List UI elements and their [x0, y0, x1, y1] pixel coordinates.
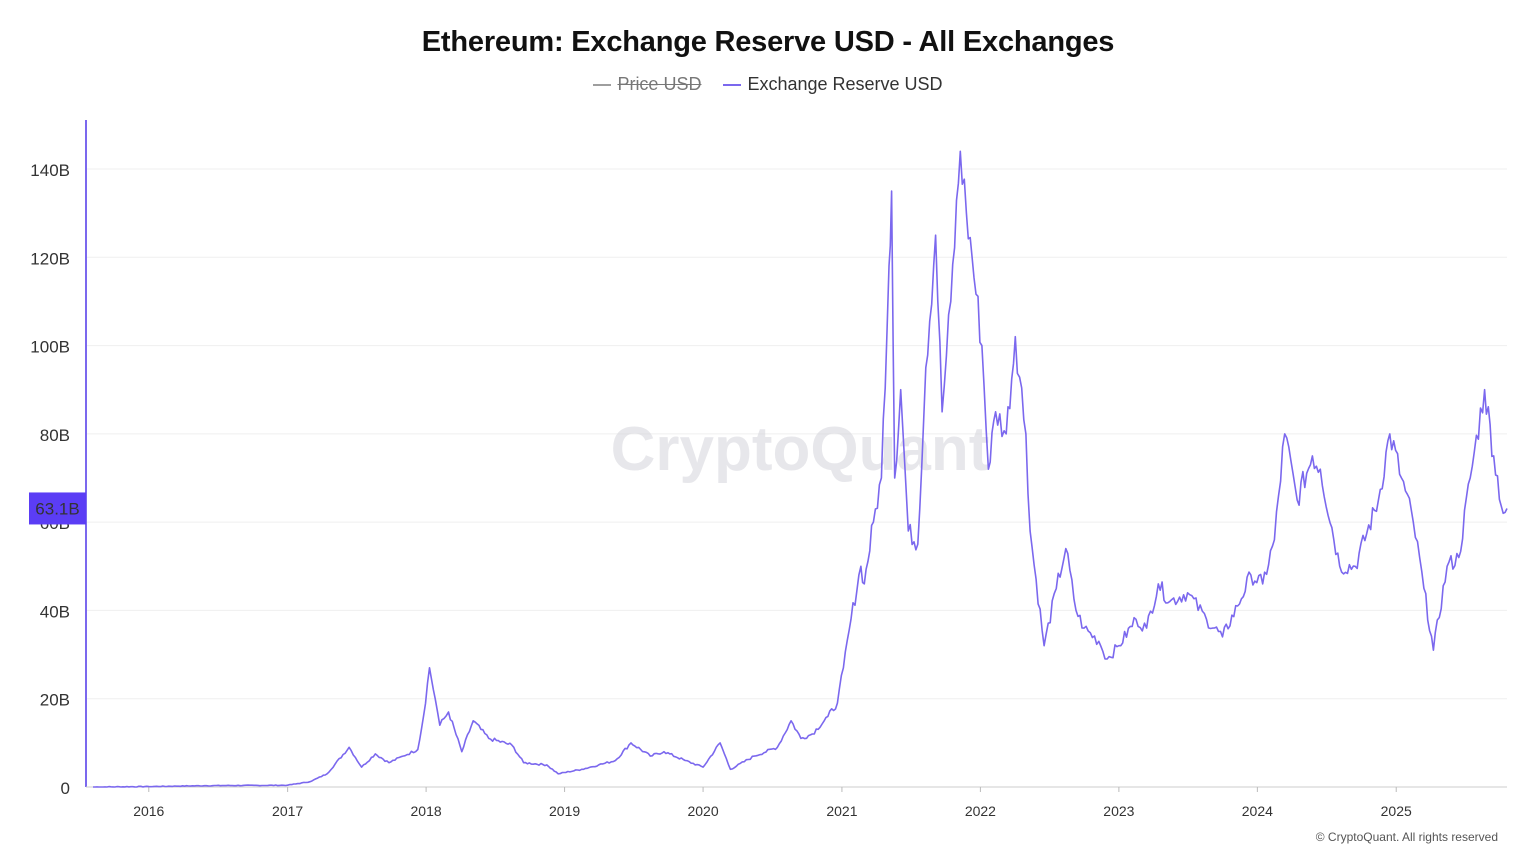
series-layer — [93, 150, 1508, 788]
legend-swatch-reserve — [723, 83, 742, 86]
x-tick-label-2017: 2017 — [272, 803, 303, 819]
current-value-badge — [29, 492, 86, 525]
legend: Price USD Exchange Reserve USD — [0, 74, 1536, 95]
y-tick-label-120: 120B — [30, 249, 70, 268]
watermark: CryptoQuant — [611, 415, 990, 484]
x-tick-label-2018: 2018 — [411, 803, 442, 819]
x-tick-label-2021: 2021 — [826, 803, 857, 819]
legend-label-reserve: Exchange Reserve USD — [747, 74, 943, 94]
current-value-marker: 63.1B — [29, 492, 86, 525]
x-tick-label-2022: 2022 — [965, 803, 996, 819]
copyright-footer: © CryptoQuant. All rights reserved — [1315, 830, 1498, 844]
legend-item-price-usd[interactable]: Price USD — [593, 74, 701, 95]
x-tick-label-2019: 2019 — [549, 803, 580, 819]
x-tick-label-2016: 2016 — [133, 803, 164, 819]
x-tick-label-2025: 2025 — [1381, 803, 1412, 819]
y-axis: 020B40B60B80B100B120B140B — [30, 120, 87, 798]
y-tick-label-100: 100B — [30, 338, 70, 357]
legend-label-price: Price USD — [617, 74, 702, 94]
current-value-label: 63.1B — [35, 499, 79, 518]
series-line-exchange-reserve — [93, 150, 1508, 788]
grid-lines — [86, 168, 1507, 700]
x-tick-label-2020: 2020 — [687, 803, 718, 819]
chart-title: Ethereum: Exchange Reserve USD - All Exc… — [421, 26, 1115, 58]
y-tick-label-140: 140B — [30, 161, 70, 180]
y-tick-label-20: 20B — [40, 691, 70, 710]
y-tick-label-40: 40B — [40, 602, 70, 621]
y-tick-label-80: 80B — [40, 426, 70, 445]
x-tick-label-2023: 2023 — [1103, 803, 1134, 819]
y-tick-label-0: 0 — [61, 779, 70, 798]
legend-item-exchange-reserve[interactable]: Exchange Reserve USD — [723, 74, 943, 95]
legend-swatch-price — [593, 83, 612, 86]
x-axis: 2016 2017 2018 2019 2020 2021 2022 2023 2024 2025 — [86, 786, 1507, 819]
x-tick-label-2024: 2024 — [1242, 803, 1273, 819]
